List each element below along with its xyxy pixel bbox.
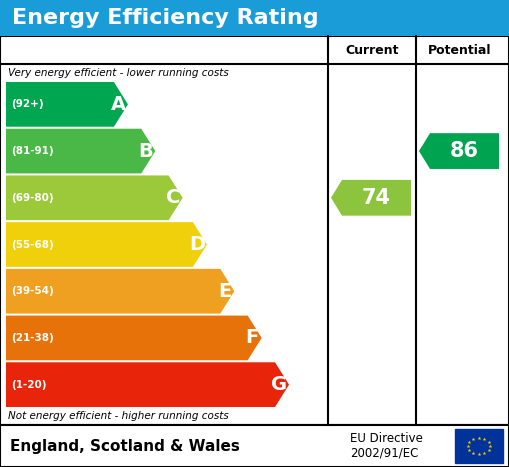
- Text: Energy Efficiency Rating: Energy Efficiency Rating: [12, 8, 319, 28]
- Bar: [0, 36, 509, 425]
- Bar: [0, 425, 509, 467]
- Text: 74: 74: [362, 188, 391, 208]
- Text: Current: Current: [345, 43, 399, 57]
- Polygon shape: [6, 82, 128, 127]
- Text: (1-20): (1-20): [11, 380, 46, 389]
- Text: (92+): (92+): [11, 99, 44, 109]
- Text: Not energy efficient - higher running costs: Not energy efficient - higher running co…: [8, 411, 229, 421]
- Text: (55-68): (55-68): [11, 240, 54, 249]
- Polygon shape: [6, 222, 207, 267]
- Text: 2002/91/EC: 2002/91/EC: [350, 446, 418, 460]
- Text: (81-91): (81-91): [11, 146, 53, 156]
- Polygon shape: [6, 362, 289, 407]
- Text: G: G: [271, 375, 287, 394]
- Text: B: B: [138, 142, 153, 161]
- Text: England, Scotland & Wales: England, Scotland & Wales: [10, 439, 240, 453]
- Text: A: A: [110, 95, 126, 114]
- Text: Very energy efficient - lower running costs: Very energy efficient - lower running co…: [8, 68, 229, 78]
- Polygon shape: [331, 180, 411, 216]
- Text: (69-80): (69-80): [11, 193, 53, 203]
- Polygon shape: [6, 269, 234, 313]
- Text: F: F: [245, 328, 259, 347]
- Text: (39-54): (39-54): [11, 286, 54, 296]
- Text: (21-38): (21-38): [11, 333, 54, 343]
- Polygon shape: [6, 316, 262, 360]
- Text: Potential: Potential: [428, 43, 492, 57]
- Polygon shape: [6, 176, 183, 220]
- Polygon shape: [6, 129, 155, 173]
- Text: C: C: [165, 188, 180, 207]
- Bar: [455, 429, 503, 463]
- Polygon shape: [419, 133, 499, 169]
- Text: D: D: [189, 235, 205, 254]
- Text: EU Directive: EU Directive: [350, 432, 423, 446]
- Text: 86: 86: [450, 141, 479, 161]
- Text: E: E: [218, 282, 231, 301]
- Bar: [0, 0, 509, 36]
